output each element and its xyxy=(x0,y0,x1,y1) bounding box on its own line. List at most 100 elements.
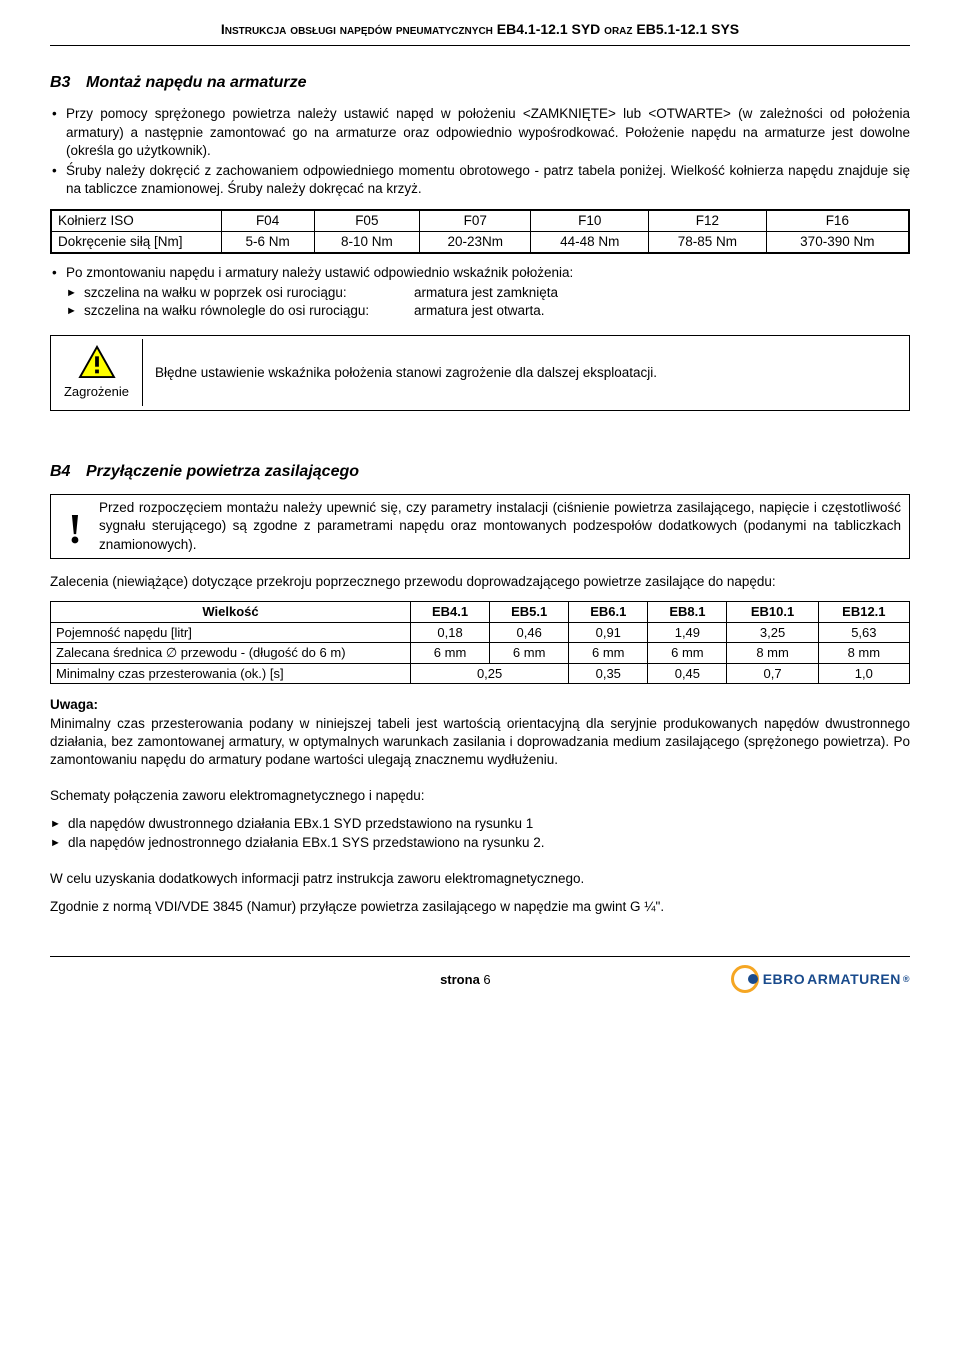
cell: EB12.1 xyxy=(818,602,909,623)
page-label: strona xyxy=(440,972,480,987)
cell: Minimalny czas przesterowania (ok.) [s] xyxy=(51,663,411,684)
section-b4-num: B4 xyxy=(50,461,86,483)
cell: 5,63 xyxy=(818,622,909,643)
cell: F10 xyxy=(531,210,649,232)
cell: 370-390 Nm xyxy=(766,231,909,253)
b3-bullet: Przy pomocy sprężonego powietrza należy … xyxy=(66,105,910,160)
section-b4-title: Przyłączenie powietrza zasilającego xyxy=(86,463,359,480)
header-part4: EB5.1-12.1 SYS xyxy=(633,21,740,37)
cell: 8-10 Nm xyxy=(314,231,419,253)
cell: EB8.1 xyxy=(648,602,727,623)
uwaga-text: Minimalny czas przesterowania podany w n… xyxy=(50,715,910,770)
table-row: Pojemność napędu [litr] 0,18 0,46 0,91 1… xyxy=(51,622,910,643)
header-part1: Instrukcja obsługi napędów pneumatycznyc… xyxy=(221,21,493,37)
warning-text: Błędne ustawienie wskaźnika położenia st… xyxy=(143,358,909,388)
cell: 8 mm xyxy=(818,643,909,664)
arrow-left: szczelina na wałku w poprzek osi rurocią… xyxy=(84,284,414,302)
cell: 0,45 xyxy=(648,663,727,684)
cell: Kołnierz ISO xyxy=(51,210,221,232)
b3-torque-table: Kołnierz ISO F04 F05 F07 F10 F12 F16 Dok… xyxy=(50,209,910,254)
arrow-item: dla napędów dwustronnego działania EBx.1… xyxy=(68,815,910,833)
b3-post-lead: Po zmontowaniu napędu i armatury należy … xyxy=(66,264,910,321)
cell: EB6.1 xyxy=(569,602,648,623)
b4-tail1: W celu uzyskania dodatkowych informacji … xyxy=(50,870,910,888)
page-footer: strona 6 EBRO ARMATUREN® xyxy=(50,965,910,993)
page-number: strona 6 xyxy=(200,971,731,989)
cell: 8 mm xyxy=(727,643,818,664)
cell-val: 0,25 xyxy=(477,666,502,681)
schematy-lead: Schematy połączenia zaworu elektromagnet… xyxy=(50,787,910,805)
cell: 0,91 xyxy=(569,622,648,643)
cell: 3,25 xyxy=(727,622,818,643)
cell: 5-6 Nm xyxy=(221,231,314,253)
arrow-item: dla napędów jednostronnego działania EBx… xyxy=(68,834,910,852)
cell: 6 mm xyxy=(569,643,648,664)
b4-tail2: Zgodnie z normą VDI/VDE 3845 (Namur) prz… xyxy=(50,898,910,916)
logo-text-1: EBRO xyxy=(763,970,805,989)
cell: 0,35 xyxy=(569,663,648,684)
cell: F04 xyxy=(221,210,314,232)
arrow-right: armatura jest otwarta. xyxy=(414,302,545,320)
footer-rule xyxy=(50,956,910,957)
uwaga-block: Uwaga: Minimalny czas przesterowania pod… xyxy=(50,696,910,769)
b3-post-lead-text: Po zmontowaniu napędu i armatury należy … xyxy=(66,265,573,280)
b3-arrows: szczelina na wałku w poprzek osi rurocią… xyxy=(66,284,910,320)
table-row: Zalecana średnica ∅ przewodu - (długość … xyxy=(51,643,910,664)
section-b3-num: B3 xyxy=(50,72,86,94)
cell: 78-85 Nm xyxy=(649,231,767,253)
info-box: ! Przed rozpoczęciem montażu należy upew… xyxy=(50,494,910,559)
header-rule xyxy=(50,45,910,46)
cell: 0,46 xyxy=(490,622,569,643)
arrow-item: szczelina na wałku w poprzek osi rurocią… xyxy=(84,284,910,302)
header-part3: oraz xyxy=(604,21,632,37)
cell: F05 xyxy=(314,210,419,232)
logo-ring-icon xyxy=(731,965,759,993)
warning-left: Zagrożenie xyxy=(51,339,143,407)
document-header: Instrukcja obsługi napędów pneumatycznyc… xyxy=(50,20,910,45)
cell: 44-48 Nm xyxy=(531,231,649,253)
b4-spec-table: Wielkość EB4.1 EB5.1 EB6.1 EB8.1 EB10.1 … xyxy=(50,601,910,684)
cell: 6 mm xyxy=(490,643,569,664)
table-row: Minimalny czas przesterowania (ok.) [s] … xyxy=(51,663,910,684)
section-b3-heading: B3Montaż napędu na armaturze xyxy=(50,72,910,94)
cell: Wielkość xyxy=(51,602,411,623)
header-part2: EB4.1-12.1 SYD xyxy=(493,21,604,37)
cell: EB4.1 xyxy=(411,602,490,623)
info-text: Przed rozpoczęciem montażu należy upewni… xyxy=(99,495,909,558)
b3-bullet: Śruby należy dokręcić z zachowaniem odpo… xyxy=(66,162,910,198)
arrow-right: armatura jest zamknięta xyxy=(414,284,558,302)
registered-icon: ® xyxy=(903,973,910,985)
section-b3-title: Montaż napędu na armaturze xyxy=(86,74,306,91)
cell: 0,25 xyxy=(411,663,569,684)
cell: F07 xyxy=(420,210,531,232)
cell: Dokręcenie siłą [Nm] xyxy=(51,231,221,253)
ebro-logo: EBRO ARMATUREN® xyxy=(731,965,910,993)
uwaga-heading: Uwaga: xyxy=(50,696,910,714)
exclamation-icon: ! xyxy=(51,495,99,558)
cell: Zalecana średnica ∅ przewodu - (długość … xyxy=(51,643,411,664)
b4-lead: Zalecenia (niewiążące) dotyczące przekro… xyxy=(50,573,910,591)
logo-text-2: ARMATUREN xyxy=(807,970,901,989)
table-row: Kołnierz ISO F04 F05 F07 F10 F12 F16 xyxy=(51,210,909,232)
cell: 6 mm xyxy=(648,643,727,664)
warning-label: Zagrożenie xyxy=(64,384,129,399)
table-row: Dokręcenie siłą [Nm] 5-6 Nm 8-10 Nm 20-2… xyxy=(51,231,909,253)
arrow-left: szczelina na wałku równolegle do osi rur… xyxy=(84,302,414,320)
cell: 1,0 xyxy=(818,663,909,684)
cell: 0,18 xyxy=(411,622,490,643)
schematy-arrows: dla napędów dwustronnego działania EBx.1… xyxy=(50,815,910,851)
cell: EB5.1 xyxy=(490,602,569,623)
cell: 20-23Nm xyxy=(420,231,531,253)
arrow-item: szczelina na wałku równolegle do osi rur… xyxy=(84,302,910,320)
page-num: 6 xyxy=(483,972,490,987)
cell: 1,49 xyxy=(648,622,727,643)
cell: F12 xyxy=(649,210,767,232)
cell: F16 xyxy=(766,210,909,232)
section-b4-heading: B4Przyłączenie powietrza zasilającego xyxy=(50,461,910,483)
b3-post-list: Po zmontowaniu napędu i armatury należy … xyxy=(50,264,910,321)
cell: 6 mm xyxy=(411,643,490,664)
cell: 0,7 xyxy=(727,663,818,684)
table-row: Wielkość EB4.1 EB5.1 EB6.1 EB8.1 EB10.1 … xyxy=(51,602,910,623)
warning-triangle-icon xyxy=(78,345,116,379)
cell: Pojemność napędu [litr] xyxy=(51,622,411,643)
